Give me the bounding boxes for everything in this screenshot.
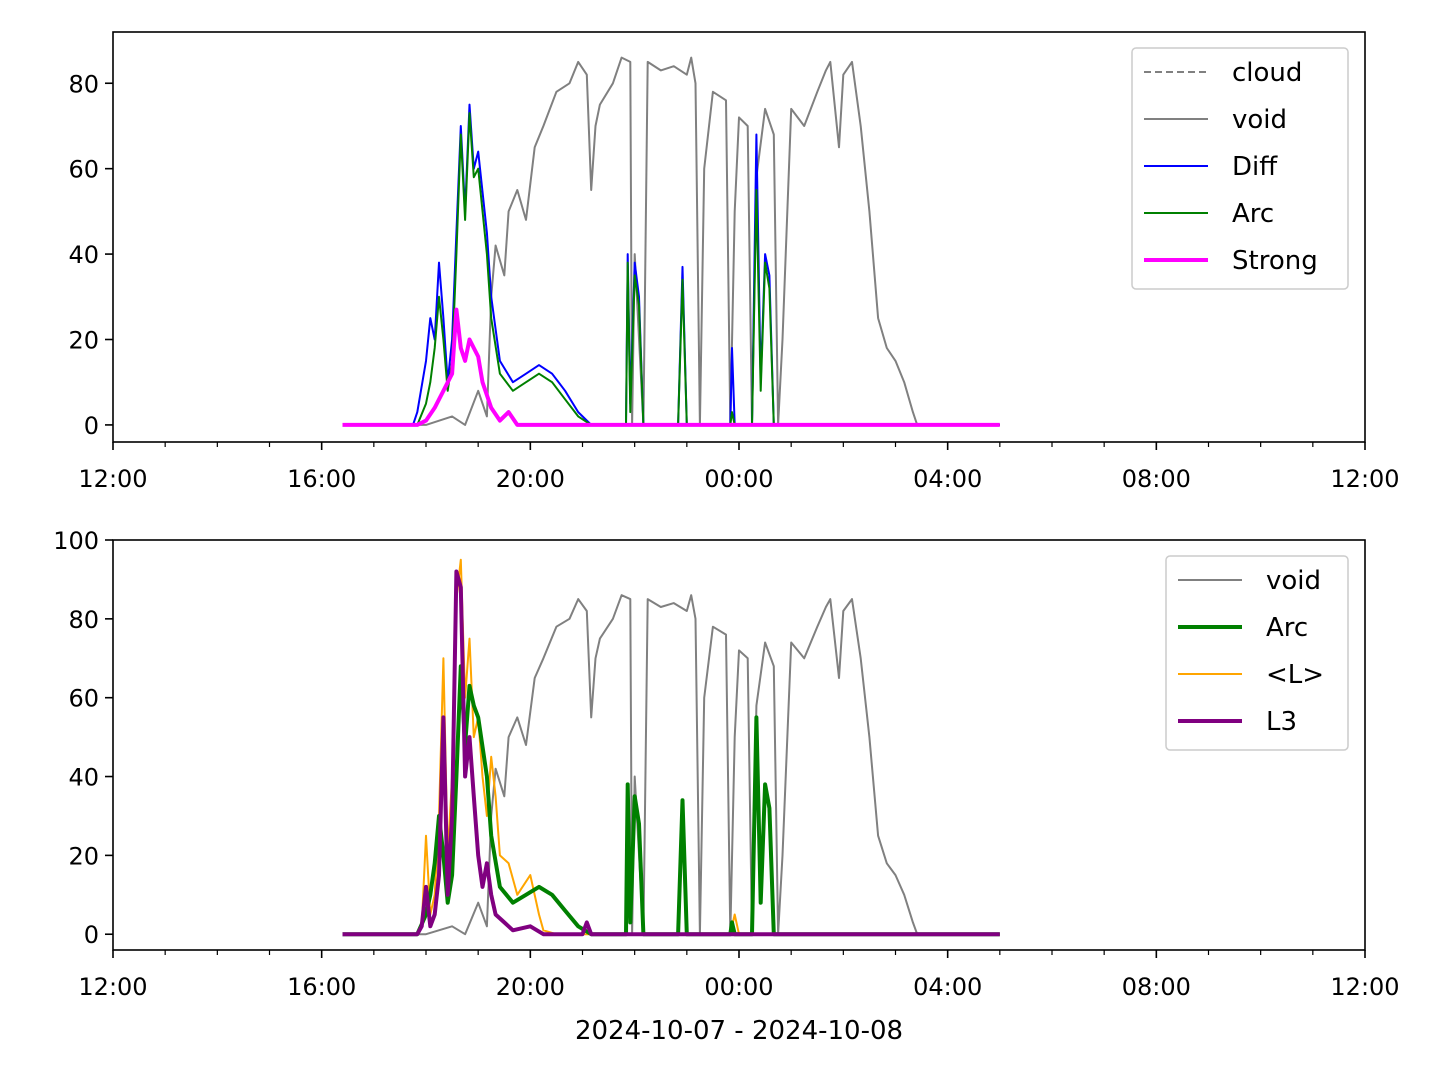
bottom-plot-area	[113, 540, 1365, 950]
y-tick-label: 80	[68, 606, 99, 634]
legend-label-arc: Arc	[1232, 199, 1274, 229]
y-tick-label: 80	[68, 70, 99, 98]
bottom-series-layer	[342, 558, 1000, 937]
top-series-layer	[342, 56, 1000, 427]
x-tick-label: 20:00	[496, 973, 565, 1001]
y-tick-label: 40	[68, 764, 99, 792]
x-tick-label: 12:00	[78, 973, 147, 1001]
legend-label-strong: Strong	[1232, 246, 1318, 276]
top-legend: cloud void Diff Arc Strong	[1131, 47, 1349, 290]
legend-label-l3: L3	[1266, 707, 1297, 737]
bottom-axis-layer: 0 20 40 60 80 100 12:00 16:00 20:00 00:00 04:00 08:…	[53, 527, 1399, 1001]
x-tick-label: 08:00	[1122, 973, 1191, 1001]
figure-xlabel: 2024-10-07 - 2024-10-08	[575, 1016, 903, 1046]
legend-label-arc: Arc	[1266, 613, 1308, 643]
top-panel: 0 20 40 60 80 12:00 16:00 20:00 00:00 04:00 08:00 1…	[68, 31, 1400, 493]
y-tick-label: 0	[84, 412, 99, 440]
bottom-panel: 0 20 40 60 80 100 12:00 16:00 20:00 00:00 04:00 08:…	[53, 527, 1399, 1001]
x-tick-label: 12:00	[1330, 465, 1399, 493]
x-tick-label: 04:00	[913, 465, 982, 493]
legend-label-void: void	[1232, 105, 1287, 135]
top-axis-layer: 0 20 40 60 80 12:00 16:00 20:00 00:00 04:00 08:00 1…	[68, 70, 1399, 493]
x-tick-label: 16:00	[287, 465, 356, 493]
y-tick-label: 60	[68, 685, 99, 713]
y-tick-label: 40	[68, 241, 99, 269]
x-tick-label: 20:00	[496, 465, 565, 493]
x-tick-label: 08:00	[1122, 465, 1191, 493]
series-line-void	[342, 56, 1000, 426]
legend-box	[1131, 47, 1349, 290]
y-tick-label: 60	[68, 156, 99, 184]
legend-label-void: void	[1266, 566, 1321, 596]
series-line-void	[342, 594, 1000, 936]
legend-label-cloud: cloud	[1232, 58, 1302, 88]
legend-label-l: <L>	[1266, 660, 1324, 690]
x-tick-label: 00:00	[704, 973, 773, 1001]
x-tick-label: 04:00	[913, 973, 982, 1001]
x-tick-label: 12:00	[78, 465, 147, 493]
series-line-arc	[342, 112, 1000, 426]
x-tick-label: 16:00	[287, 973, 356, 1001]
series-line-l3	[342, 569, 1000, 937]
x-tick-label: 12:00	[1330, 973, 1399, 1001]
x-tick-label: 00:00	[704, 465, 773, 493]
legend-box	[1165, 555, 1349, 751]
series-line-strong	[342, 307, 1000, 427]
bottom-legend: void Arc <L> L3	[1165, 555, 1349, 751]
y-tick-label: 100	[53, 527, 99, 555]
y-tick-label: 20	[68, 327, 99, 355]
series-line-diff	[342, 103, 1000, 426]
y-tick-label: 20	[68, 842, 99, 870]
y-tick-label: 0	[84, 921, 99, 949]
legend-label-diff: Diff	[1232, 152, 1278, 182]
